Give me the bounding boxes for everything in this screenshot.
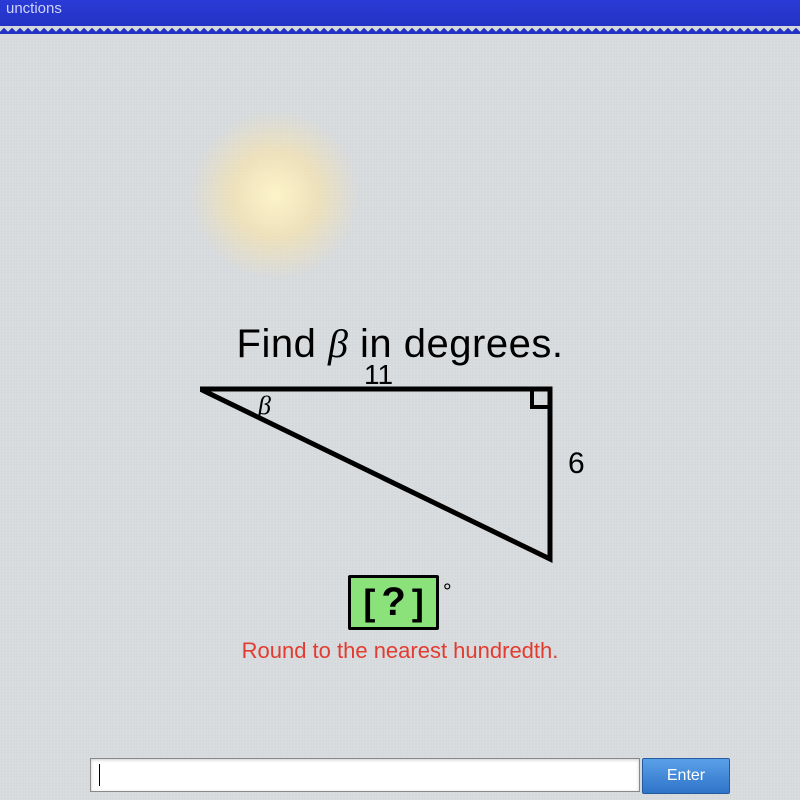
triangle-figure: 11 6 β — [200, 369, 600, 569]
answer-left-bracket: [ — [363, 582, 375, 624]
side-top-label: 11 — [364, 359, 393, 391]
header-title-fragment: unctions — [6, 0, 62, 17]
answer-right-bracket: ] — [412, 582, 424, 624]
angle-beta-label: β — [258, 391, 271, 421]
input-caret — [99, 764, 100, 786]
answer-box[interactable]: [ ? ] — [348, 575, 438, 630]
problem-prompt: Find β in degrees. — [130, 320, 670, 367]
camera-glare — [190, 110, 360, 280]
side-right-label: 6 — [568, 447, 585, 481]
header-bottom-edge — [0, 26, 800, 34]
degree-symbol: ° — [443, 579, 452, 605]
enter-button-label: Enter — [667, 767, 705, 785]
prompt-prefix: Find — [237, 322, 328, 366]
enter-button[interactable]: Enter — [642, 758, 730, 794]
answer-input-bar: Enter — [90, 758, 730, 794]
problem-panel: Find β in degrees. 11 6 β [ ? ] ° Round … — [130, 320, 670, 664]
header-bar: unctions — [0, 0, 800, 26]
answer-row: [ ? ] ° — [130, 575, 670, 630]
triangle-shape — [200, 389, 550, 559]
answer-placeholder: ? — [381, 580, 405, 625]
prompt-beta-symbol: β — [328, 321, 348, 366]
answer-input[interactable] — [90, 758, 640, 792]
right-angle-marker — [532, 389, 550, 407]
rounding-hint: Round to the nearest hundredth. — [130, 638, 670, 664]
